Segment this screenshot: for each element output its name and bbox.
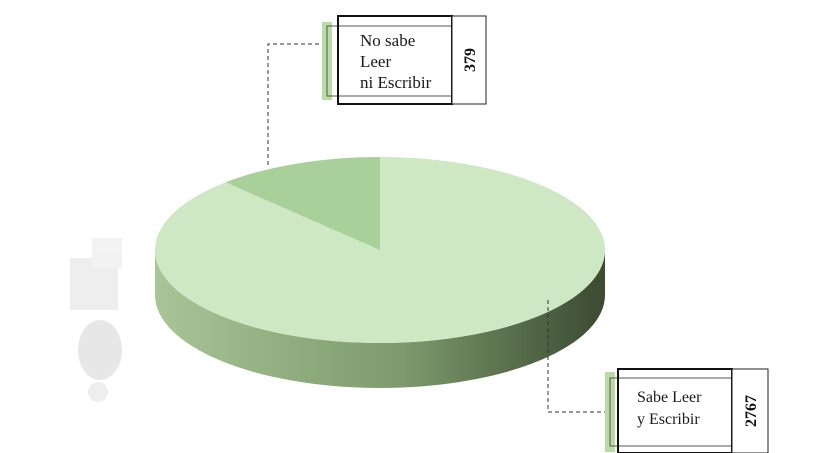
svg-text:Sabe Leer y Escribir: Sabe Leer y Escribir [637, 389, 705, 428]
svg-text:No sabe Leer ni Es: No sabe Leer ni Escribir [360, 31, 432, 92]
callout-no-sabe-line-3: ni Escribir [360, 73, 432, 92]
callout-sabe: Sabe Leer y Escribir 2767 [605, 368, 769, 453]
callout-no-sabe-line-2: Leer [360, 52, 391, 71]
leader-lines [267, 43, 605, 413]
callout-sabe-line-2: y Escribir [637, 411, 700, 428]
value-label-sabe: 2767 [743, 395, 760, 427]
value-label-no-sabe: 379 [462, 48, 479, 72]
callout-sabe-line-1: Sabe Leer [637, 389, 702, 406]
leader-line-sabe [547, 300, 605, 413]
callout-no-sabe-line-1: No sabe [360, 31, 415, 50]
background-decoration [70, 238, 122, 402]
leader-line-no-sabe [267, 43, 322, 165]
pie-side [155, 250, 605, 388]
callout-no-sabe: No sabe Leer ni Escribir 379 [322, 15, 487, 105]
pie-slice-no-sabe [225, 157, 380, 250]
